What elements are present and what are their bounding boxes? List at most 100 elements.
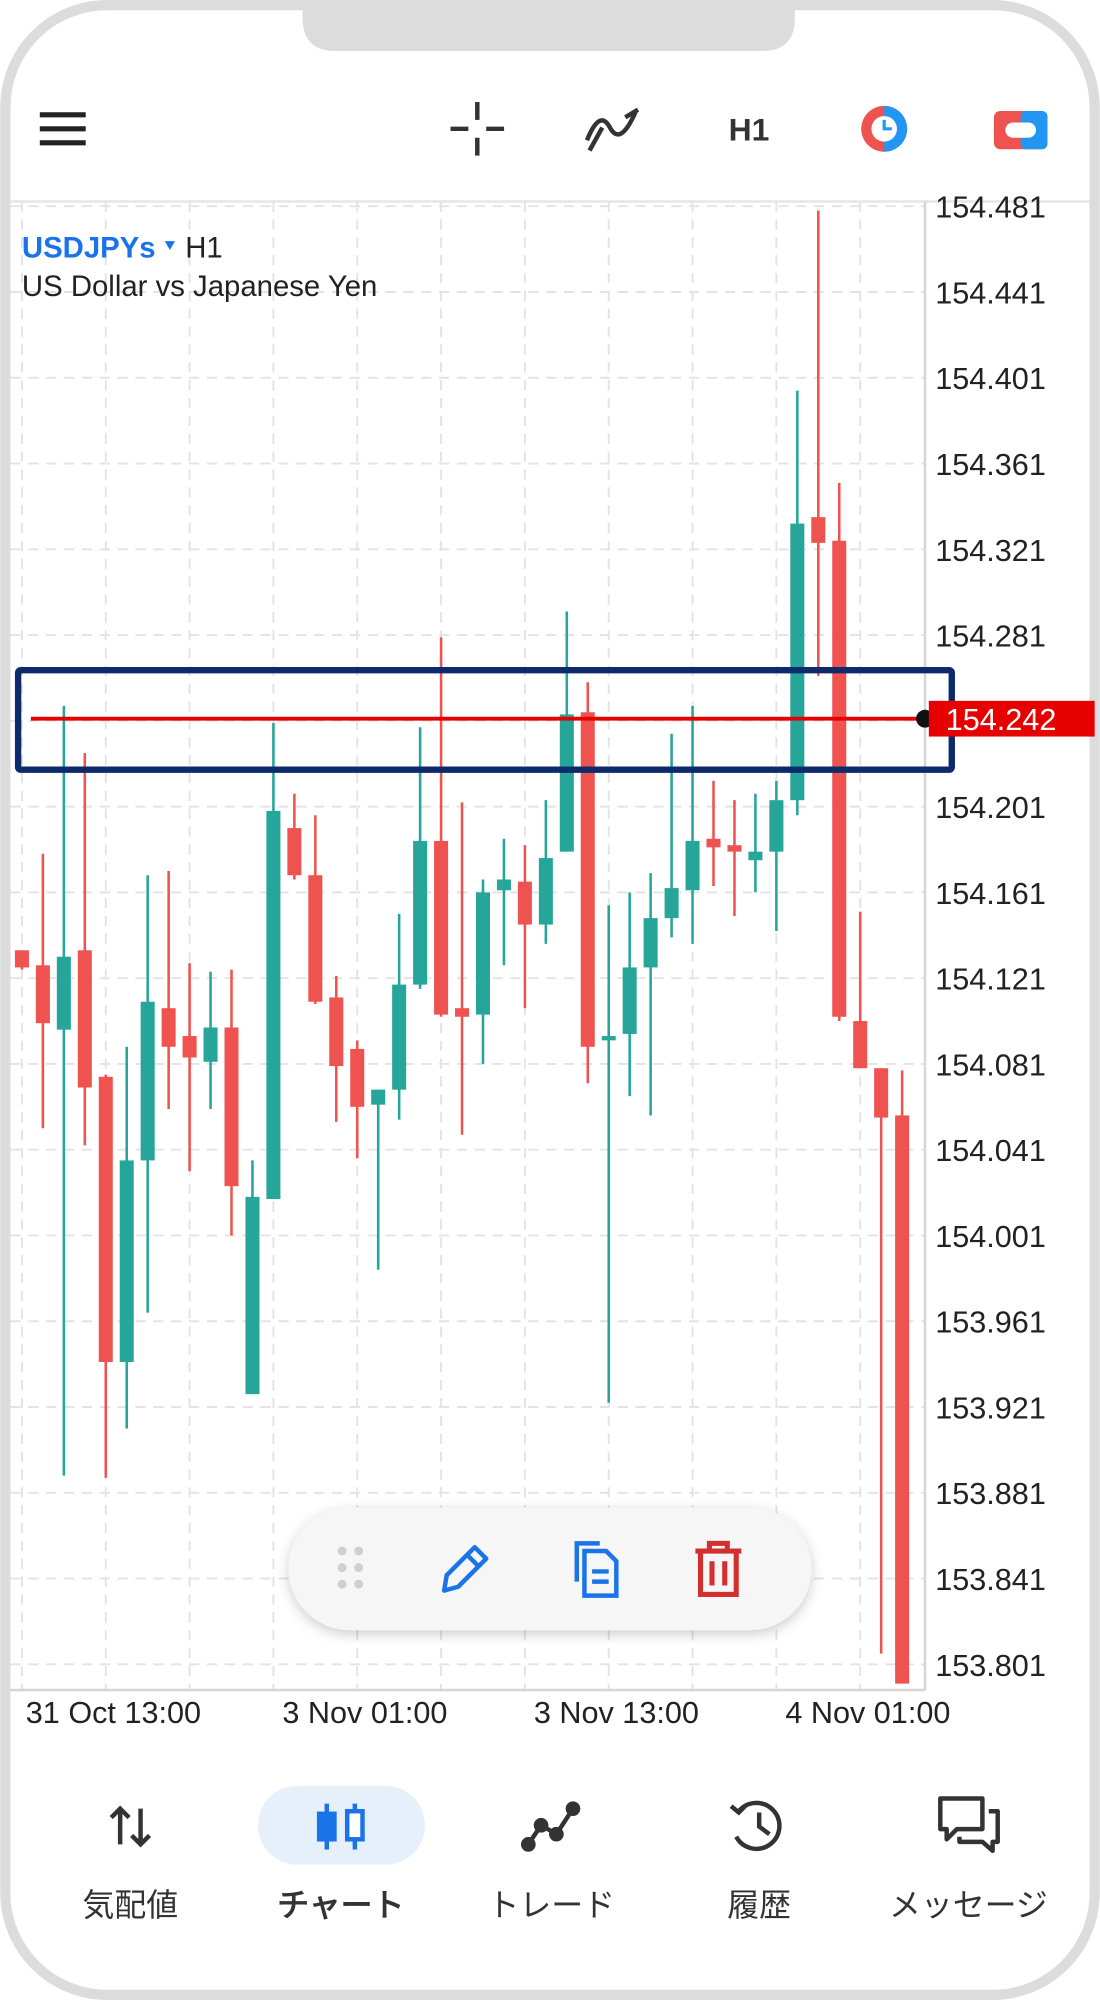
y-tick-label: 154.361 [935, 448, 1046, 482]
candle-body [517, 881, 532, 925]
price-tag [928, 700, 1095, 737]
messages-icon[interactable] [938, 1796, 1000, 1853]
y-tick-label: 153.921 [935, 1391, 1046, 1425]
y-tick-label: 154.281 [935, 620, 1046, 654]
symbol-dropdown[interactable] [164, 241, 175, 250]
chart-timeframe: H1 [185, 232, 223, 265]
candle-body [182, 1036, 197, 1058]
y-tick-label: 154.321 [935, 534, 1046, 568]
active-indicator [257, 1785, 425, 1865]
y-tick-label: 154.001 [935, 1220, 1046, 1254]
x-tick-label: 4 Nov 01:00 [785, 1696, 950, 1730]
account-button[interactable] [993, 110, 1048, 150]
candle-body [308, 875, 323, 1002]
candle-body [245, 1196, 260, 1395]
notch [302, 0, 795, 52]
candle-body [329, 997, 344, 1067]
y-tick-label: 154.401 [935, 362, 1046, 396]
y-tick-label: 153.801 [935, 1649, 1046, 1683]
candle-body [811, 517, 826, 543]
y-tick-label: 154.121 [935, 963, 1046, 997]
y-tick-label: 153.841 [935, 1563, 1046, 1597]
y-tick-label: 153.881 [935, 1477, 1046, 1511]
candle-body [98, 1076, 113, 1362]
nav-label[interactable]: 気配値 [83, 1887, 179, 1923]
candle-body [727, 845, 742, 852]
candle-body [706, 838, 721, 848]
x-tick-label: 3 Nov 01:00 [282, 1696, 447, 1730]
delete-button[interactable] [695, 1540, 742, 1597]
price-line-group[interactable]: 154.242 [14, 667, 1095, 773]
nav-label[interactable]: メッセージ [889, 1887, 1048, 1923]
candle-body [455, 1008, 470, 1017]
candle-body [413, 840, 428, 985]
candle-body [287, 828, 302, 876]
candle-body [874, 1068, 889, 1118]
candle-body [748, 851, 763, 861]
y-tick-label: 154.161 [935, 877, 1046, 911]
copy-button[interactable] [574, 1541, 619, 1598]
drag-handle[interactable] [337, 1546, 364, 1589]
candle-body [266, 810, 281, 1200]
bottom-nav: 気配値 チャート トレード 履歴 メッセージ [83, 1785, 1048, 1923]
clock-button[interactable] [861, 105, 908, 152]
trade-icon[interactable] [520, 1801, 581, 1852]
y-tick-label: 154.041 [935, 1134, 1046, 1168]
candle-body [559, 714, 574, 852]
candles [14, 210, 910, 1684]
y-tick-label: 154.481 [935, 191, 1046, 225]
candle-body [790, 523, 805, 801]
price-tag-label: 154.242 [946, 703, 1057, 737]
quotes-icon[interactable] [109, 1805, 152, 1848]
candle-body [496, 879, 511, 891]
y-tick-label: 154.081 [935, 1048, 1046, 1082]
candle-body [140, 1001, 155, 1161]
history-icon[interactable] [729, 1800, 782, 1852]
candle-body [475, 892, 490, 1015]
candle-body [224, 1027, 239, 1187]
nav-label[interactable]: 履歴 [727, 1887, 791, 1923]
menu-button[interactable] [39, 112, 86, 146]
candle-body [77, 950, 92, 1088]
candle-body [622, 967, 637, 1034]
time-axis: 31 Oct 13:00 3 Nov 01:00 3 Nov 13:00 4 Nov … [26, 1696, 951, 1730]
price-tag-text-clip: 154.242 [946, 703, 1057, 737]
candle-body [161, 1008, 176, 1047]
x-tick-label: 31 Oct 13:00 [26, 1696, 201, 1730]
candle-body [832, 540, 847, 1017]
timeframe-button[interactable]: H1 [729, 111, 770, 147]
y-tick-label: 154.201 [935, 791, 1046, 825]
candle-body [203, 1027, 218, 1062]
candle-body [895, 1115, 910, 1684]
candle-body [769, 800, 784, 852]
object-toolbar [288, 1507, 812, 1631]
candle-body [643, 918, 658, 968]
symbol-description: US Dollar vs Japanese Yen [22, 270, 377, 303]
candle-body [56, 956, 71, 1030]
candle-body [434, 840, 449, 1015]
candle-body [580, 712, 595, 1047]
symbol[interactable]: USDJPYs [22, 232, 156, 265]
edit-button[interactable] [441, 1544, 489, 1593]
toolbar: H1 [10, 102, 1090, 203]
chart-icon[interactable] [316, 1803, 365, 1850]
object-toolbar-bg [288, 1507, 812, 1631]
candle-body [538, 858, 553, 925]
candle-body [392, 984, 407, 1090]
nav-label[interactable]: チャート [277, 1887, 404, 1923]
nav-label[interactable]: トレード [488, 1887, 616, 1923]
grid [10, 201, 925, 1691]
indicator-button[interactable] [584, 107, 640, 152]
candle-body [371, 1089, 386, 1105]
candle-body [350, 1048, 365, 1107]
candle-body [119, 1160, 134, 1362]
y-tick-label: 153.961 [935, 1306, 1046, 1340]
y-tick-label: 154.441 [935, 276, 1046, 310]
candle-body [601, 1036, 616, 1041]
candle-body [685, 840, 700, 891]
candle-body [14, 950, 29, 968]
candle-body [35, 965, 50, 1024]
crosshair-button[interactable] [450, 102, 505, 156]
candle-body [664, 888, 679, 919]
